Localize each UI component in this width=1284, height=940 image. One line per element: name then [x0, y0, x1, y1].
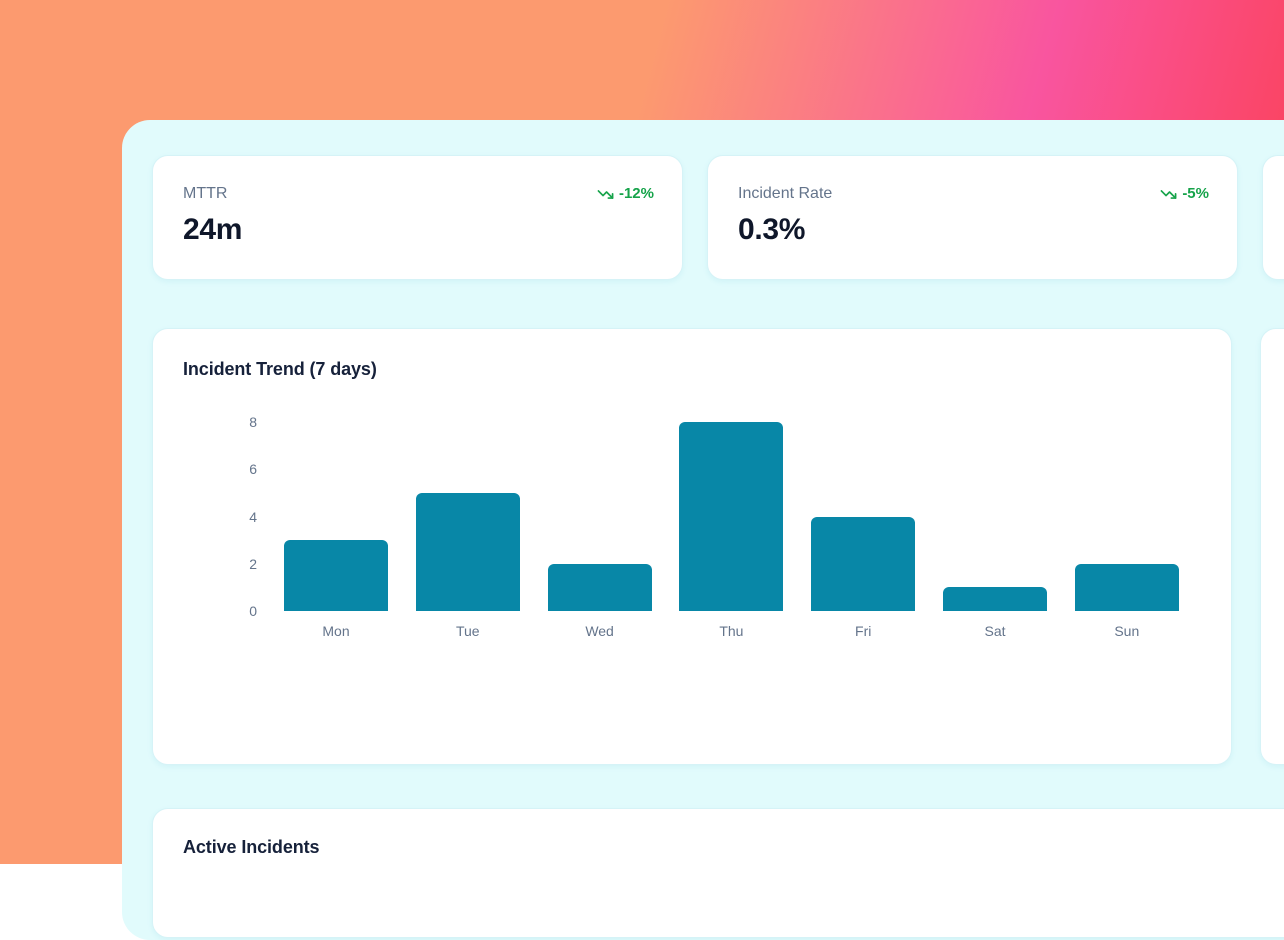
kpi-label: Incident Rate	[738, 184, 832, 204]
y-tick-2: 2	[183, 554, 257, 574]
kpi-text-block: MTTR 24m	[183, 184, 242, 248]
kpi-delta-value: -5%	[1182, 184, 1209, 204]
x-label-wed: Wed	[548, 621, 652, 641]
active-incidents-title: Active Incidents	[183, 835, 1284, 859]
y-tick-6: 6	[183, 459, 257, 479]
x-label-sun: Sun	[1075, 621, 1179, 641]
trending-down-icon	[597, 186, 614, 203]
kpi-delta-value: -12%	[619, 184, 654, 204]
dashboard-panel: MTTR 24m -12% Incident Rate 0.3% -5%	[122, 120, 1284, 940]
bar-thu	[679, 422, 783, 611]
kpi-label: MTTR	[183, 184, 242, 204]
kpi-card-clipped	[1262, 155, 1284, 280]
bar-sun	[1075, 564, 1179, 611]
x-label-sat: Sat	[943, 621, 1047, 641]
x-label-mon: Mon	[284, 621, 388, 641]
trending-down-icon	[1160, 186, 1177, 203]
chart-card-clipped	[1260, 328, 1284, 765]
incidents-row: Active Incidents	[152, 808, 1284, 938]
active-incidents-card: Active Incidents	[152, 808, 1284, 938]
bar-chart: 0 2 4 6 8 Mon Tue Wed Thu Fri Sat Sun	[183, 413, 1203, 645]
bar-mon	[284, 540, 388, 611]
bar-tue	[416, 493, 520, 611]
chart-row: Incident Trend (7 days) 0 2 4 6 8 Mon Tue Wed Th…	[152, 328, 1284, 765]
y-tick-0: 0	[183, 601, 257, 621]
y-tick-8: 8	[183, 412, 257, 432]
kpi-row: MTTR 24m -12% Incident Rate 0.3% -5%	[152, 155, 1284, 280]
bar-sat	[943, 587, 1047, 611]
chart-title: Incident Trend (7 days)	[183, 357, 1201, 381]
y-tick-4: 4	[183, 507, 257, 527]
kpi-card-mttr: MTTR 24m -12%	[152, 155, 683, 280]
bar-fri	[811, 517, 915, 612]
kpi-value: 24m	[183, 212, 242, 248]
x-label-thu: Thu	[679, 621, 783, 641]
incident-trend-card: Incident Trend (7 days) 0 2 4 6 8 Mon Tue Wed Th…	[152, 328, 1232, 765]
kpi-card-incident-rate: Incident Rate 0.3% -5%	[707, 155, 1238, 280]
x-label-tue: Tue	[416, 621, 520, 641]
kpi-text-block: Incident Rate 0.3%	[738, 184, 832, 248]
x-label-fri: Fri	[811, 621, 915, 641]
kpi-delta-badge: -12%	[597, 184, 654, 204]
kpi-delta-badge: -5%	[1160, 184, 1209, 204]
kpi-value: 0.3%	[738, 212, 832, 248]
bar-wed	[548, 564, 652, 611]
